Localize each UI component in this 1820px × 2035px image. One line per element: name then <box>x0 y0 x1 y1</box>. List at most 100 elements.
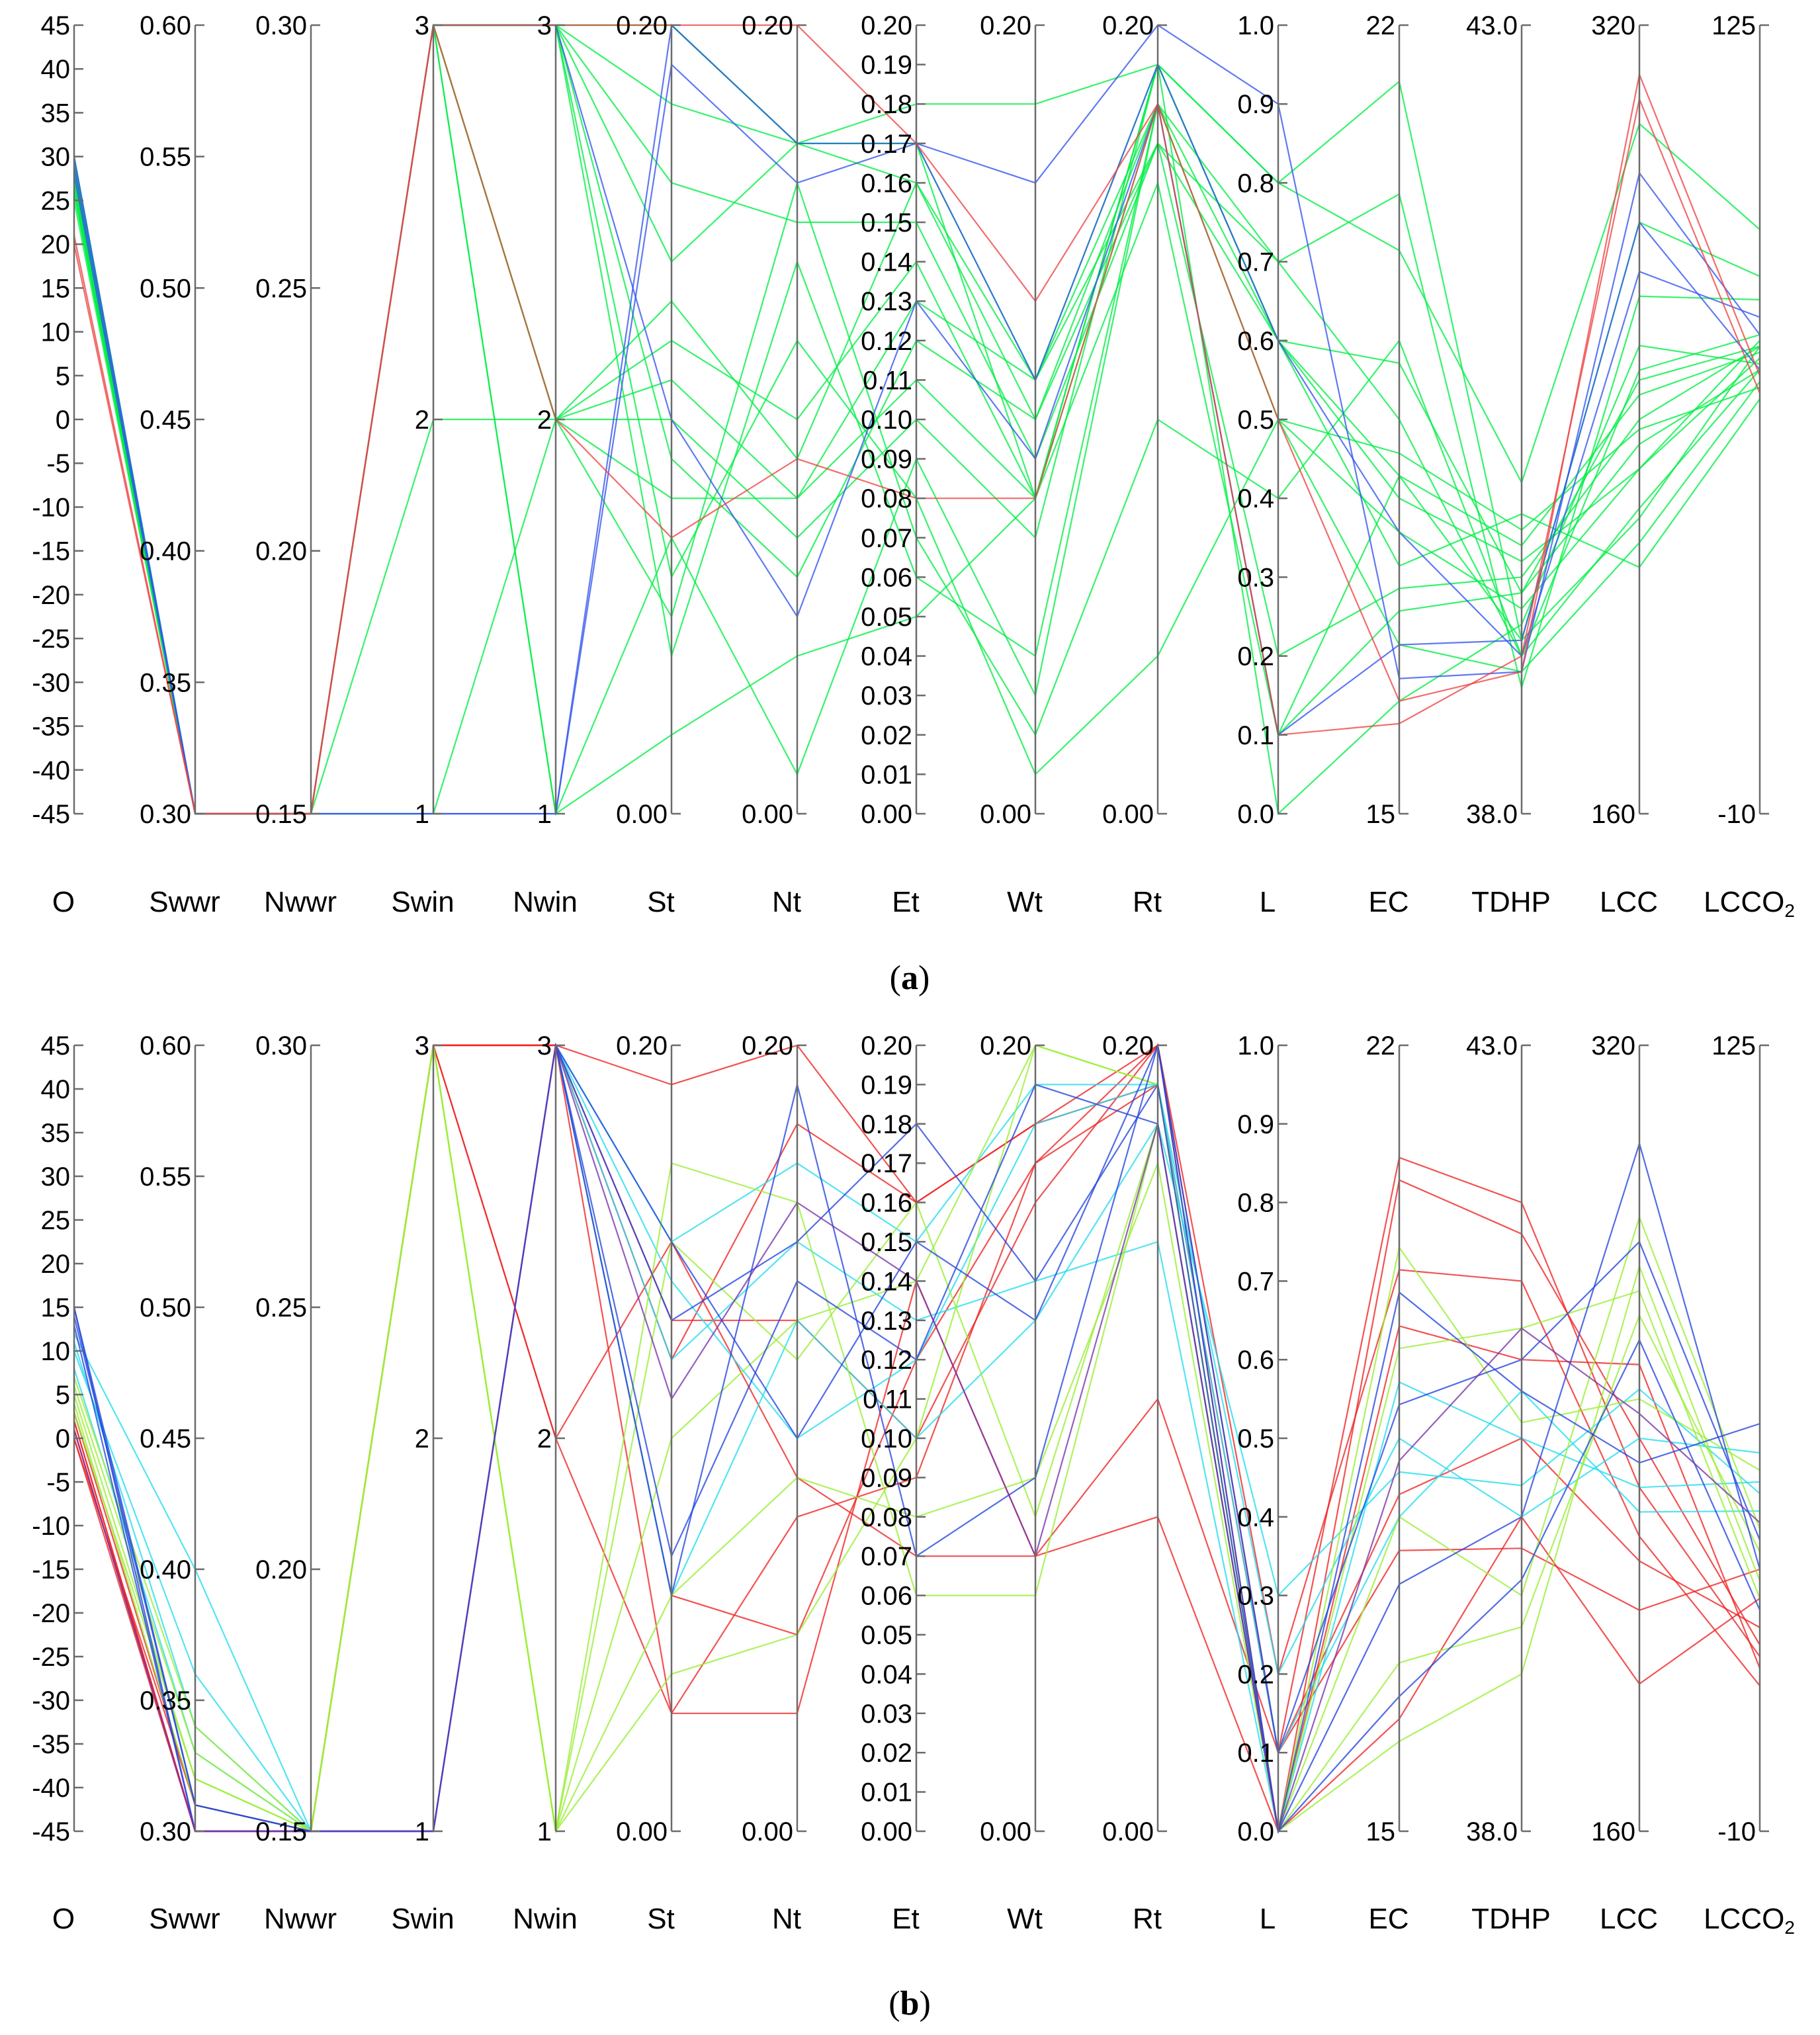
axis-lcco: 125 -10 <box>1712 11 1769 829</box>
axis-max-label: 125 <box>1712 11 1756 40</box>
axis-l: 1.0 0.9 0.8 0.7 0.6 0.5 0.4 0.3 0.2 0.1 0.0 <box>1237 1031 1287 1846</box>
tick-label: 0.19 <box>861 1070 912 1100</box>
tick-label: 0.50 <box>140 1293 191 1322</box>
tick-label: 0.17 <box>861 1149 912 1178</box>
axis-et: 0.20 0.19 0.18 0.17 0.16 0.15 0.14 0.13 0.12 0.11… <box>861 1031 926 1846</box>
tick-label: 0.9 <box>1237 90 1274 119</box>
tick-label: 0.12 <box>861 327 912 356</box>
tick-label: -40 <box>32 1774 70 1803</box>
axis-name-nwin: Nwin <box>513 886 578 918</box>
tick-label: 0.18 <box>861 90 912 119</box>
tick-label: 0.15 <box>861 208 912 238</box>
tick-label: 0 <box>56 406 70 435</box>
tick-label: 3 <box>537 11 552 40</box>
axis-nt: 0.20 0.00 <box>742 11 806 829</box>
axis-nt: 0.20 0.00 <box>742 1031 806 1846</box>
axis-rt: 0.20 0.00 <box>1102 11 1167 829</box>
tick-label: 10 <box>41 318 71 347</box>
tick-label: 0.3 <box>1237 563 1274 592</box>
axis-min-label: 0.00 <box>1102 1817 1154 1846</box>
tick-label: 1.0 <box>1237 1031 1274 1061</box>
panel-b-caption: (b) <box>888 1985 931 2022</box>
axis-min-label: 0.00 <box>616 1817 668 1846</box>
tick-label: 25 <box>41 187 71 216</box>
axis-name-et: Et <box>892 886 920 918</box>
tick-label: 0.01 <box>861 760 912 789</box>
tick-label: 40 <box>41 55 71 84</box>
tick-label: 0.40 <box>140 1555 191 1584</box>
axis-min-label: 0.00 <box>742 800 793 829</box>
axis-nwwr: 0.30 0.25 0.20 0.15 <box>255 1031 320 1846</box>
axis-et: 0.20 0.19 0.18 0.17 0.16 0.15 0.14 0.13 0.12 0.11… <box>861 11 926 829</box>
tick-label: 0.35 <box>140 1686 191 1715</box>
tick-label: -15 <box>32 537 70 566</box>
tick-label: 25 <box>41 1206 71 1235</box>
panel-b: 45 40 35 30 25 20 15 10 5 0 -5 -10 -15 -20 -25 -30 -35 -4… <box>32 1031 1795 2022</box>
axis-name-l: L <box>1260 886 1276 918</box>
axis-max-label: 0.20 <box>980 11 1031 40</box>
tick-label: 0.11 <box>863 1385 912 1414</box>
tick-label: 1 <box>537 800 552 829</box>
panel-a-axis-names: O Swwr Nwwr Swin Nwin St Nt Et Wt Rt L EC TDHP LCC LCC… <box>52 886 1795 921</box>
tick-label: 0.08 <box>861 1503 912 1532</box>
tick-label: 0.16 <box>861 169 912 198</box>
axis-max-label: 22 <box>1366 1031 1396 1061</box>
tick-label: 0.0 <box>1237 800 1274 829</box>
tick-label: 0.7 <box>1237 1267 1274 1296</box>
tick-label: 0.16 <box>861 1189 912 1218</box>
tick-label: 15 <box>41 1293 71 1322</box>
axis-name-ec: EC <box>1368 886 1408 918</box>
tick-label: 0.15 <box>255 1817 307 1846</box>
axis-max-label: 0.20 <box>980 1031 1031 1061</box>
tick-label: -40 <box>32 756 70 785</box>
tick-label: 5 <box>56 362 70 391</box>
axis-name-lcc: LCC <box>1600 1903 1658 1935</box>
axis-swin: 3 2 1 <box>415 1031 443 1846</box>
axis-min-label: 15 <box>1366 1817 1396 1846</box>
axis-min-label: 0.00 <box>616 800 668 829</box>
tick-label: 0.35 <box>140 668 191 697</box>
axis-min-label: 0.00 <box>742 1817 793 1846</box>
tick-label: 45 <box>41 1031 71 1061</box>
tick-label: -5 <box>46 1468 70 1497</box>
axis-name-rt: Rt <box>1133 886 1162 918</box>
axis-ec: 22 15 <box>1366 11 1408 829</box>
axis-lcc: 320 160 <box>1591 11 1649 829</box>
axis-max-label: 0.20 <box>1102 11 1154 40</box>
tick-label: 0.25 <box>255 274 307 303</box>
tick-label: 0.13 <box>861 287 912 316</box>
tick-label: 0.02 <box>861 1739 912 1768</box>
axis-max-label: 320 <box>1591 11 1635 40</box>
tick-label: 0 <box>56 1424 70 1453</box>
panel-b-axes: 45 40 35 30 25 20 15 10 5 0 -5 -10 -15 -20 -25 -30 -35 -4… <box>32 1031 1769 1846</box>
axis-min-label: 38.0 <box>1466 1817 1518 1846</box>
axis-max-label: 0.20 <box>742 1031 793 1061</box>
tick-label: 0.07 <box>861 1542 912 1571</box>
tick-label: 0.14 <box>861 1267 912 1296</box>
tick-label: 0.18 <box>861 1110 912 1139</box>
tick-label: 0.07 <box>861 524 912 553</box>
axis-max-label: 0.20 <box>742 11 793 40</box>
tick-label: 0.60 <box>140 11 191 40</box>
axis-wt: 0.20 0.00 <box>980 11 1045 829</box>
axis-name-nwwr: Nwwr <box>264 886 337 918</box>
axis-name-nwwr: Nwwr <box>264 1903 337 1935</box>
tick-label: 0.1 <box>1237 721 1274 750</box>
axis-min-label: 160 <box>1591 1817 1635 1846</box>
tick-label: -45 <box>32 800 70 829</box>
axis-max-label: 43.0 <box>1466 11 1518 40</box>
tick-label: 0.05 <box>861 603 912 632</box>
axis-max-label: 125 <box>1712 1031 1756 1061</box>
tick-label: 0.2 <box>1237 1660 1274 1689</box>
axis-o: 45 40 35 30 25 20 15 10 5 0 -5 -10 -15 -20 -25 -30 -35 -4… <box>32 11 83 829</box>
tick-label: -30 <box>32 1686 70 1715</box>
tick-label: 0.1 <box>1237 1739 1274 1768</box>
tick-label: -20 <box>32 1599 70 1628</box>
axis-name-lcco: LCCO2 <box>1704 886 1795 921</box>
axis-min-label: -10 <box>1717 1817 1756 1846</box>
axis-nwin: 3 2 1 <box>537 11 565 829</box>
axis-min-label: -10 <box>1717 800 1756 829</box>
tick-label: 0.09 <box>861 445 912 474</box>
tick-label: 45 <box>41 11 71 40</box>
tick-label: 0.11 <box>863 366 912 395</box>
